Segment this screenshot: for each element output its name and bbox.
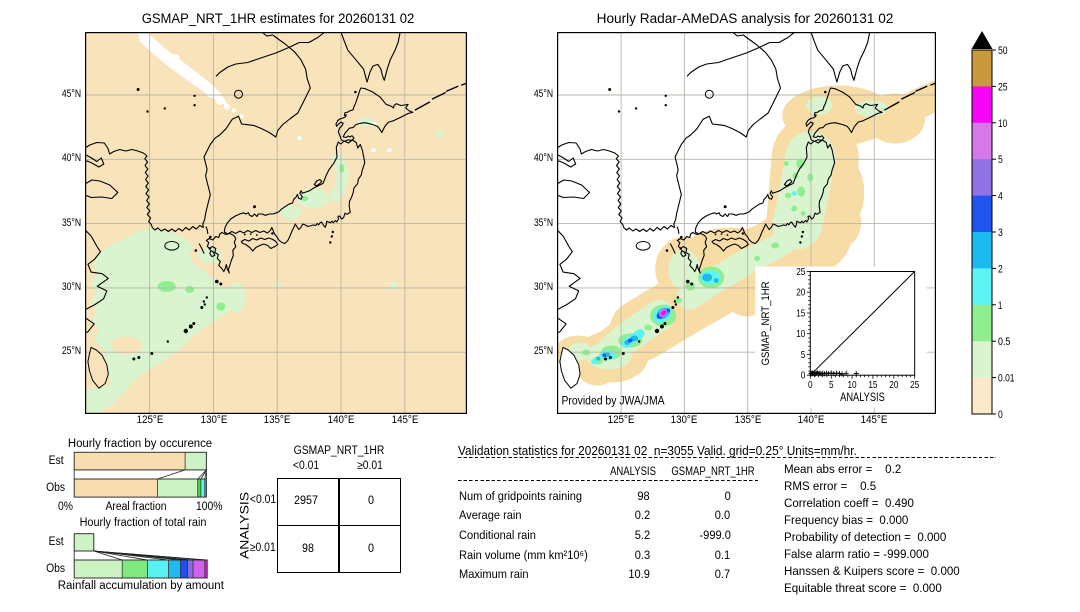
svg-text:25: 25 xyxy=(998,81,1008,93)
svg-text:5: 5 xyxy=(829,380,834,391)
svg-text:20: 20 xyxy=(889,380,899,391)
svg-text:10: 10 xyxy=(796,329,806,340)
svg-text:10: 10 xyxy=(847,380,857,391)
svg-text:ANALYSIS: ANALYSIS xyxy=(238,492,252,559)
svg-text:0.01: 0.01 xyxy=(998,373,1015,385)
svg-text:0.5: 0.5 xyxy=(998,336,1010,348)
svg-text:25: 25 xyxy=(796,266,806,277)
svg-text:15: 15 xyxy=(796,308,806,319)
svg-text:20: 20 xyxy=(796,287,806,298)
svg-text:10: 10 xyxy=(998,118,1007,130)
svg-text:2: 2 xyxy=(998,263,1003,275)
svg-text:0: 0 xyxy=(801,370,806,381)
svg-text:15: 15 xyxy=(868,380,878,391)
svg-text:3: 3 xyxy=(998,227,1003,239)
svg-text:GSMAP_NRT_1HR: GSMAP_NRT_1HR xyxy=(760,281,772,365)
svg-text:0: 0 xyxy=(998,409,1003,421)
svg-text:Provided by JWA/JMA: Provided by JWA/JMA xyxy=(561,393,664,407)
svg-text:ANALYSIS: ANALYSIS xyxy=(840,392,885,404)
svg-text:1: 1 xyxy=(998,300,1002,312)
svg-text:5: 5 xyxy=(998,154,1003,166)
svg-text:0: 0 xyxy=(808,380,813,391)
svg-text:5: 5 xyxy=(801,349,806,360)
svg-text:4: 4 xyxy=(998,191,1003,203)
svg-text:25: 25 xyxy=(910,380,920,391)
svg-text:50: 50 xyxy=(998,45,1008,57)
